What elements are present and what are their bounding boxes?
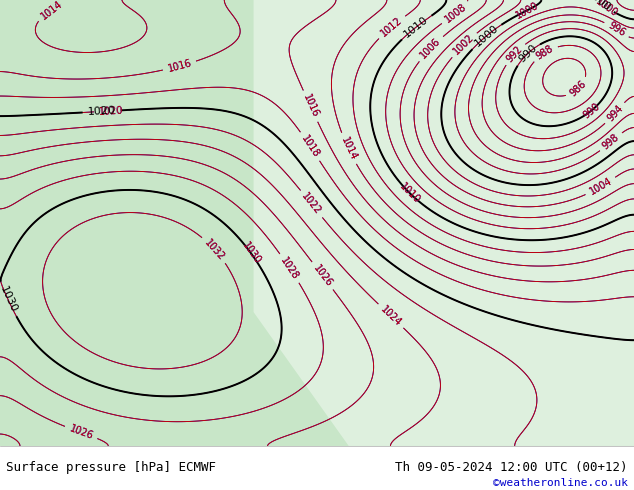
Text: Th 09-05-2024 12:00 UTC (00+12): Th 09-05-2024 12:00 UTC (00+12) bbox=[395, 462, 628, 474]
Text: 1026: 1026 bbox=[311, 263, 334, 289]
Text: 1004: 1004 bbox=[588, 176, 614, 197]
Text: 994: 994 bbox=[605, 103, 625, 123]
Text: 996: 996 bbox=[606, 21, 627, 39]
Text: 990: 990 bbox=[581, 101, 602, 121]
Text: 990: 990 bbox=[581, 101, 602, 121]
Text: 1008: 1008 bbox=[443, 2, 469, 25]
Text: 1022: 1022 bbox=[300, 191, 323, 217]
Text: 988: 988 bbox=[534, 44, 555, 62]
Polygon shape bbox=[0, 0, 634, 446]
Text: 1032: 1032 bbox=[202, 237, 226, 262]
Text: 1010: 1010 bbox=[398, 181, 422, 205]
Text: 1026: 1026 bbox=[68, 423, 94, 441]
Text: 1002: 1002 bbox=[451, 32, 476, 57]
Text: 1020: 1020 bbox=[87, 106, 116, 117]
Text: 1014: 1014 bbox=[39, 0, 65, 22]
Text: 1018: 1018 bbox=[299, 133, 321, 159]
Text: 1020: 1020 bbox=[99, 105, 124, 117]
Text: 1010: 1010 bbox=[398, 181, 422, 205]
Text: 1002: 1002 bbox=[451, 32, 476, 57]
Text: 1030: 1030 bbox=[240, 241, 262, 267]
Text: 1000: 1000 bbox=[593, 0, 619, 19]
Text: 1024: 1024 bbox=[378, 304, 403, 328]
Text: 1006: 1006 bbox=[418, 36, 443, 61]
Text: ©weatheronline.co.uk: ©weatheronline.co.uk bbox=[493, 478, 628, 488]
Text: Surface pressure [hPa] ECMWF: Surface pressure [hPa] ECMWF bbox=[6, 462, 216, 474]
Text: 1024: 1024 bbox=[378, 304, 403, 328]
Text: 1016: 1016 bbox=[167, 58, 193, 74]
Text: 1000: 1000 bbox=[585, 0, 612, 14]
Text: 1012: 1012 bbox=[379, 15, 404, 39]
Text: 1020: 1020 bbox=[99, 105, 124, 117]
Text: 1016: 1016 bbox=[301, 93, 320, 120]
Text: 1030: 1030 bbox=[0, 284, 18, 314]
Text: 1000: 1000 bbox=[515, 0, 541, 20]
Text: 1022: 1022 bbox=[300, 191, 323, 217]
Text: 986: 986 bbox=[568, 79, 588, 99]
Text: 1014: 1014 bbox=[39, 0, 65, 22]
Text: 996: 996 bbox=[606, 21, 627, 39]
Text: 1026: 1026 bbox=[311, 263, 334, 289]
Text: 1000: 1000 bbox=[593, 0, 619, 19]
Text: 1018: 1018 bbox=[299, 133, 321, 159]
Text: 1000: 1000 bbox=[515, 0, 541, 20]
Text: 994: 994 bbox=[605, 103, 625, 123]
Text: 1030: 1030 bbox=[240, 241, 262, 267]
Text: 1032: 1032 bbox=[202, 237, 226, 262]
Text: 990: 990 bbox=[517, 43, 539, 65]
Text: 1014: 1014 bbox=[339, 135, 358, 162]
Text: 1010: 1010 bbox=[402, 14, 430, 40]
Text: 1008: 1008 bbox=[443, 2, 469, 25]
Text: 986: 986 bbox=[568, 79, 588, 99]
Text: 992: 992 bbox=[505, 44, 525, 64]
Text: 988: 988 bbox=[534, 44, 555, 62]
Text: 1004: 1004 bbox=[588, 176, 614, 197]
Text: 1028: 1028 bbox=[279, 255, 301, 281]
Text: 1000: 1000 bbox=[472, 24, 500, 49]
Text: 1028: 1028 bbox=[279, 255, 301, 281]
Text: 1016: 1016 bbox=[167, 58, 193, 74]
Text: 998: 998 bbox=[601, 132, 621, 151]
Polygon shape bbox=[254, 0, 634, 446]
Text: 998: 998 bbox=[601, 132, 621, 151]
Text: 1012: 1012 bbox=[379, 15, 404, 39]
Text: 1026: 1026 bbox=[68, 423, 94, 441]
Text: 1016: 1016 bbox=[301, 93, 320, 120]
Text: 1014: 1014 bbox=[339, 135, 358, 162]
Text: 1006: 1006 bbox=[418, 36, 443, 61]
Text: 992: 992 bbox=[505, 44, 525, 64]
